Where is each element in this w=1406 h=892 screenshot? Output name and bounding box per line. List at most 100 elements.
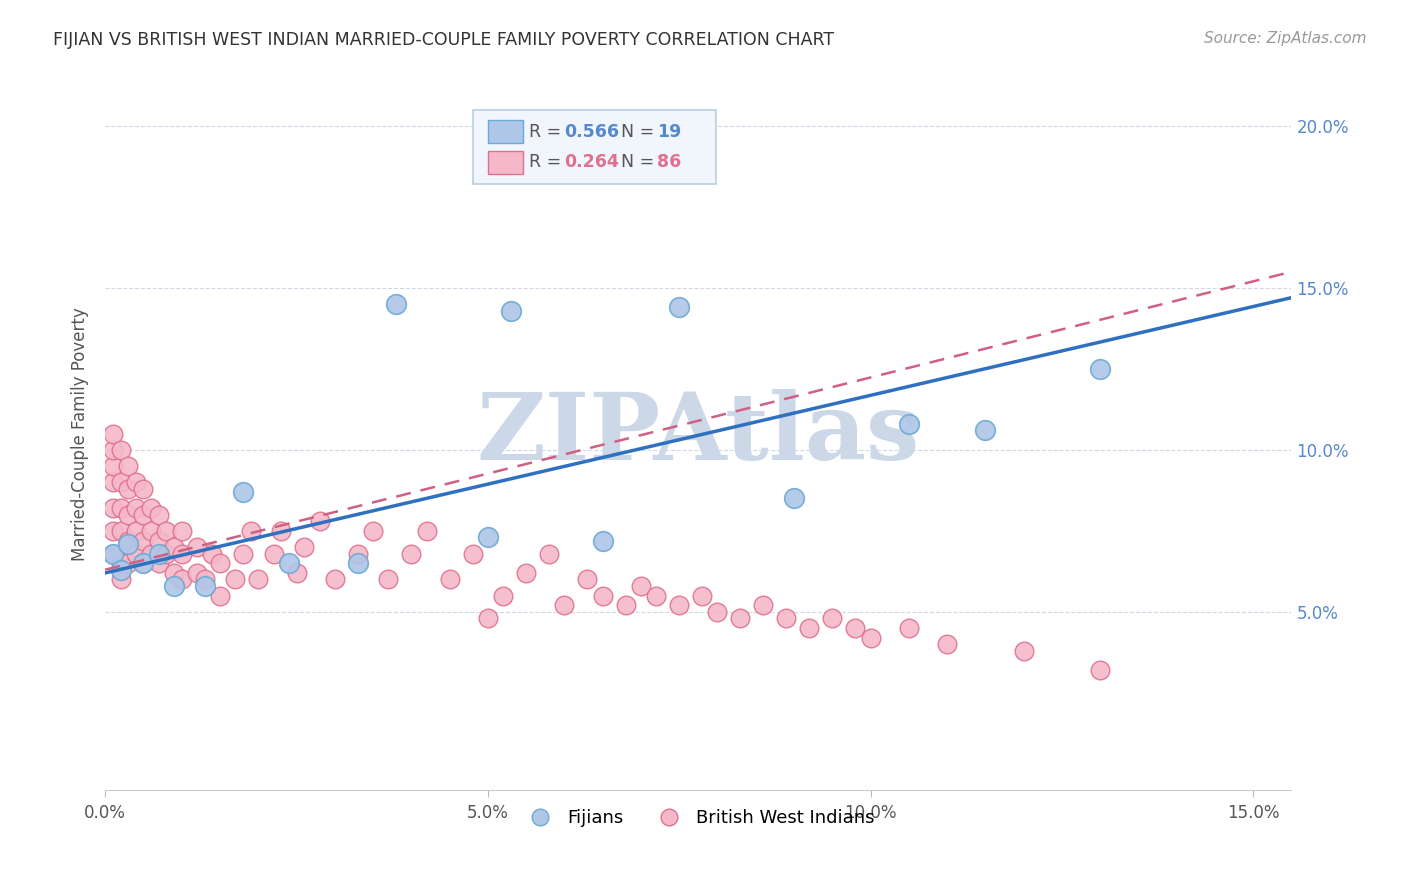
Point (163, 579, 186, 593)
Point (208, 556, 231, 570)
Point (576, 573, 599, 587)
Point (155, 524, 177, 538)
Point (117, 556, 139, 570)
Text: R =: R = (529, 122, 567, 141)
Point (690, 589, 713, 603)
Point (163, 566, 186, 580)
Point (101, 442, 124, 457)
Point (186, 566, 208, 580)
Point (148, 508, 170, 522)
Point (170, 524, 193, 538)
Point (936, 637, 959, 651)
Point (101, 524, 124, 538)
Point (170, 547, 193, 561)
Point (110, 442, 132, 457)
Point (730, 611, 752, 625)
Point (706, 605, 728, 619)
Point (125, 524, 148, 538)
Text: 19: 19 (657, 122, 681, 141)
Point (148, 533, 170, 548)
Point (239, 524, 262, 538)
Point (125, 475, 148, 490)
Point (117, 482, 139, 496)
Point (775, 611, 797, 625)
Point (844, 621, 866, 635)
Point (1012, 643, 1035, 657)
Point (148, 556, 170, 570)
Point (645, 589, 668, 603)
Point (139, 501, 162, 516)
Point (110, 556, 132, 570)
Point (277, 556, 299, 570)
Point (132, 533, 155, 548)
Point (139, 547, 162, 561)
Point (461, 547, 484, 561)
FancyBboxPatch shape (488, 120, 523, 143)
Point (292, 540, 315, 554)
Point (125, 501, 148, 516)
Point (752, 599, 775, 613)
Text: 0.566: 0.566 (564, 122, 619, 141)
Point (232, 485, 254, 500)
Text: R =: R = (529, 153, 567, 171)
Point (270, 524, 292, 538)
Point (194, 579, 217, 593)
Point (346, 556, 368, 570)
Point (132, 482, 155, 496)
Point (186, 540, 208, 554)
Point (163, 540, 186, 554)
Point (799, 621, 821, 635)
Point (897, 417, 920, 431)
Point (1088, 663, 1111, 677)
Point (117, 458, 139, 473)
Point (1088, 362, 1111, 376)
Point (538, 547, 561, 561)
Point (385, 297, 408, 311)
Point (148, 547, 170, 561)
Point (132, 556, 155, 570)
FancyBboxPatch shape (472, 110, 716, 185)
Text: FIJIAN VS BRITISH WEST INDIAN MARRIED-COUPLE FAMILY POVERTY CORRELATION CHART: FIJIAN VS BRITISH WEST INDIAN MARRIED-CO… (53, 31, 835, 49)
Point (208, 589, 231, 603)
Point (101, 475, 124, 490)
Point (117, 537, 139, 551)
Point (101, 547, 124, 561)
Point (492, 589, 515, 603)
Point (247, 573, 270, 587)
Point (614, 599, 637, 613)
Point (117, 508, 139, 522)
Point (101, 547, 124, 561)
Point (232, 547, 254, 561)
Point (630, 579, 652, 593)
Text: ZIPAtlas: ZIPAtlas (477, 389, 920, 479)
Point (101, 458, 124, 473)
Point (499, 303, 522, 318)
Point (110, 573, 132, 587)
Point (477, 530, 499, 544)
Text: N =: N = (621, 153, 659, 171)
Point (110, 501, 132, 516)
Point (132, 508, 155, 522)
Point (110, 563, 132, 577)
Text: N =: N = (621, 122, 659, 141)
Point (110, 524, 132, 538)
Point (194, 573, 217, 587)
Point (592, 589, 614, 603)
Text: Source: ZipAtlas.com: Source: ZipAtlas.com (1204, 31, 1367, 46)
Point (477, 611, 499, 625)
Point (668, 599, 690, 613)
Point (515, 566, 537, 580)
Point (101, 501, 124, 516)
Point (592, 533, 614, 548)
Point (783, 491, 806, 506)
Point (439, 573, 461, 587)
Point (170, 573, 193, 587)
Point (415, 524, 437, 538)
Point (110, 475, 132, 490)
Point (308, 514, 330, 528)
Point (859, 631, 882, 645)
Legend: Fijians, British West Indians: Fijians, British West Indians (515, 802, 882, 834)
Point (263, 547, 285, 561)
Point (155, 547, 177, 561)
Point (821, 611, 844, 625)
